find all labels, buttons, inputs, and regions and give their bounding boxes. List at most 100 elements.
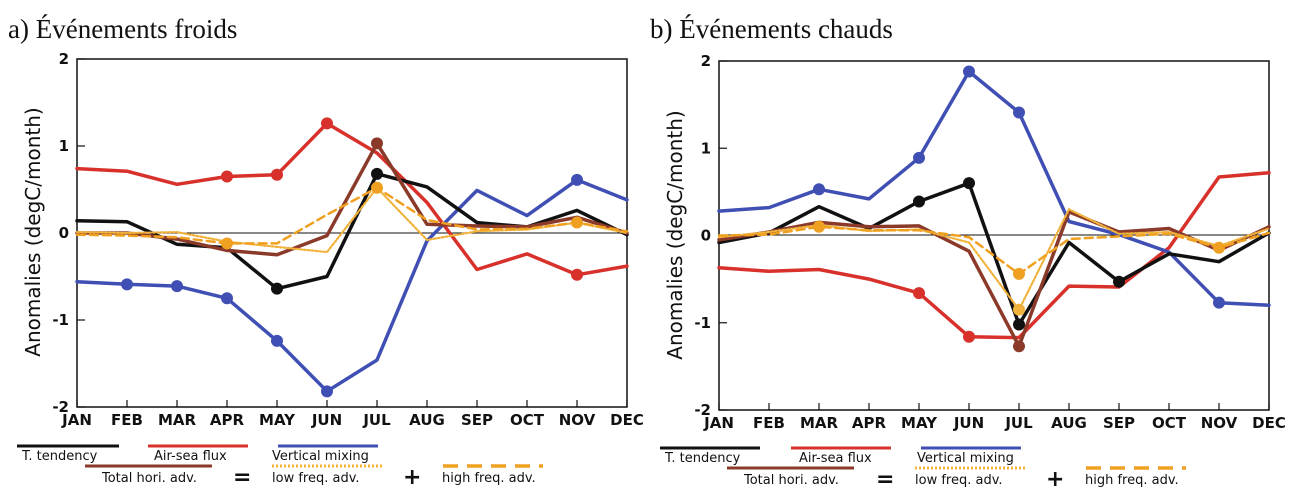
panel-a-series-vmix-point bbox=[571, 173, 583, 186]
panel-b-xtick-label: DEC bbox=[1252, 414, 1286, 432]
panel-b-series-airsea-point bbox=[963, 330, 975, 343]
panel-b-series-vmix-point bbox=[1213, 296, 1225, 309]
panel-b-series-tendency-point bbox=[963, 177, 975, 190]
panel-a-series-vmix-point bbox=[271, 334, 283, 347]
panel-b-series-lowfreq-line bbox=[717, 208, 1271, 311]
legend-b-lowfreq-label: low freq. adv. bbox=[915, 473, 1003, 488]
panel-a-series-vmix-point bbox=[321, 385, 333, 398]
panel-a-series-vmix-point bbox=[171, 280, 183, 293]
panel-b-xticks: JAN FEB MAR APR MAY JUN JUL AUG SEP OCT NOV DEC bbox=[703, 403, 1286, 432]
legend-b-airsea-label: Air-sea flux bbox=[799, 451, 872, 466]
panel-a-series-vmix-point bbox=[221, 292, 233, 305]
legend-a-tendency-label: T. tendency bbox=[21, 449, 98, 464]
panel-a-series-highfreq-point bbox=[371, 181, 383, 194]
panel-b-series-highfreq-point bbox=[1213, 241, 1225, 254]
panel-b-ytick-label: 0 bbox=[701, 227, 711, 245]
legend-b-tendency-label: T. tendency bbox=[664, 451, 741, 466]
panel-a-series-airsea-line bbox=[75, 121, 629, 277]
panel-a-ytick-label: 0 bbox=[59, 224, 69, 242]
panel-b-title: b) Événements chauds bbox=[650, 14, 893, 44]
panel-b-ytick-label: -1 bbox=[694, 314, 711, 332]
panel-a-series-airsea-point bbox=[321, 117, 333, 130]
legend-a-airsea-label: Air-sea flux bbox=[154, 449, 227, 464]
panel-b-legend: T. tendency Air-sea flux Vertical mixing… bbox=[660, 446, 1186, 492]
panel-b-series-highfreq-point bbox=[1013, 267, 1025, 280]
legend-a-equals: = bbox=[233, 465, 251, 490]
panel-b-series-horiz-point bbox=[1013, 340, 1025, 353]
panel-b-series-horiz-line bbox=[717, 210, 1271, 349]
panel-b-xtick-label: AUG bbox=[1051, 414, 1087, 432]
panel-b-xtick-label: SEP bbox=[1103, 414, 1135, 432]
panel-a-xtick-label: SEP bbox=[461, 411, 493, 429]
panel-b-xtick-label: JUL bbox=[1004, 414, 1033, 432]
panel-a-title: a) Événements froids bbox=[8, 14, 237, 44]
panel-a-series bbox=[75, 117, 629, 398]
panel-a-series-tendency-point bbox=[271, 282, 283, 295]
panel-a-xtick-label: FEB bbox=[111, 411, 143, 429]
panel-b-series-highfreq-line bbox=[717, 225, 1271, 276]
panel-b-xtick-label: MAR bbox=[800, 414, 839, 432]
legend-a-horiz-label: Total hori. adv. bbox=[101, 471, 197, 486]
panel-b-series-vmix-point bbox=[1013, 106, 1025, 119]
panel-b-ylabel: Anomalies (degC/month) bbox=[663, 110, 687, 359]
panel-b-series-vmix-point bbox=[963, 65, 975, 78]
panel-b-yticks: 2 1 0 -1 -2 bbox=[694, 52, 727, 419]
panel-b-xtick-label: JAN bbox=[703, 414, 734, 432]
panel-b-ytick-label: 1 bbox=[701, 139, 711, 157]
legend-a-highfreq-label: high freq. adv. bbox=[442, 471, 536, 486]
panel-a-series-airsea-point bbox=[571, 268, 583, 281]
panel-b-series-vmix-point bbox=[813, 183, 825, 196]
panel-a-xtick-label: JUN bbox=[311, 411, 342, 429]
legend-a-vmix-label: Vertical mixing bbox=[272, 449, 369, 464]
panel-a-ylabel: Anomalies (degC/month) bbox=[21, 107, 45, 356]
panel-b-ytick-label: 2 bbox=[701, 52, 711, 70]
panel-b-series bbox=[717, 65, 1271, 353]
legend-b-horiz-label: Total hori. adv. bbox=[743, 473, 839, 488]
panel-a-series-vmix-point bbox=[121, 278, 133, 291]
panel-a-series-vmix-line bbox=[75, 178, 629, 394]
panel-b-series-tendency-point bbox=[1013, 318, 1025, 331]
panel-a-xtick-label: AUG bbox=[409, 411, 445, 429]
panel-b-series-vmix-line bbox=[717, 69, 1271, 308]
panel-b-series-vmix-point bbox=[913, 151, 925, 164]
panel-a-ytick-label: 1 bbox=[59, 137, 69, 155]
panel-b-xtick-label: OCT bbox=[1152, 414, 1187, 432]
panel-b-series-tendency-point bbox=[1113, 275, 1125, 288]
panel-b-xtick-label: JUN bbox=[953, 414, 984, 432]
panel-a-xtick-label: NOV bbox=[559, 411, 596, 429]
panel-a-legend: T. tendency Air-sea flux Vertical mixing… bbox=[17, 444, 543, 490]
panel-a-xtick-label: DEC bbox=[610, 411, 644, 429]
panel-a-series-highfreq-point bbox=[571, 216, 583, 229]
panel-a-ytick-label: -2 bbox=[52, 398, 69, 416]
panel-b-series-lowfreq-point bbox=[1013, 303, 1025, 316]
panel-a-xtick-label: MAR bbox=[158, 411, 197, 429]
panel-a: a) Événements froids Anomalies (degC/mon… bbox=[8, 14, 644, 429]
legend-b-plus: + bbox=[1046, 467, 1064, 490]
panel-b-series-airsea-point bbox=[913, 287, 925, 300]
panel-a-xtick-label: APR bbox=[210, 411, 245, 429]
panel-b-ytick-label: -2 bbox=[694, 401, 711, 419]
panel-b-xtick-label: APR bbox=[852, 414, 887, 432]
legend-a-lowfreq-label: low freq. adv. bbox=[272, 471, 360, 486]
panel-a-ytick-label: 2 bbox=[59, 50, 69, 68]
legend-b-equals: = bbox=[876, 467, 894, 490]
panel-b-series-highfreq-point bbox=[813, 220, 825, 233]
panel-b-series-tendency-point bbox=[913, 195, 925, 208]
panel-a-series-airsea-point bbox=[271, 168, 283, 181]
panel-a-series-airsea-point bbox=[221, 170, 233, 183]
panel-a-series-horiz-point bbox=[371, 137, 383, 150]
panel-a-xtick-label: JUL bbox=[362, 411, 391, 429]
panel-a-series-highfreq-point bbox=[221, 237, 233, 250]
panel-a-series-horiz-line bbox=[75, 141, 629, 257]
panel-a-xticks: JAN FEB MAR APR MAY JUN JUL AUG SEP OCT NOV DEC bbox=[61, 400, 644, 429]
panel-b-xtick-label: NOV bbox=[1201, 414, 1238, 432]
panel-a-series-tendency-point bbox=[371, 167, 383, 180]
panel-a-ytick-label: -1 bbox=[52, 311, 69, 329]
legend-a-plus: + bbox=[403, 465, 421, 490]
panel-b: b) Événements chauds Anomalies (degC/mon… bbox=[650, 14, 1286, 432]
panel-a-xtick-label: JAN bbox=[61, 411, 92, 429]
panel-a-series-highfreq-line bbox=[75, 186, 629, 245]
panel-a-xtick-label: OCT bbox=[510, 411, 545, 429]
